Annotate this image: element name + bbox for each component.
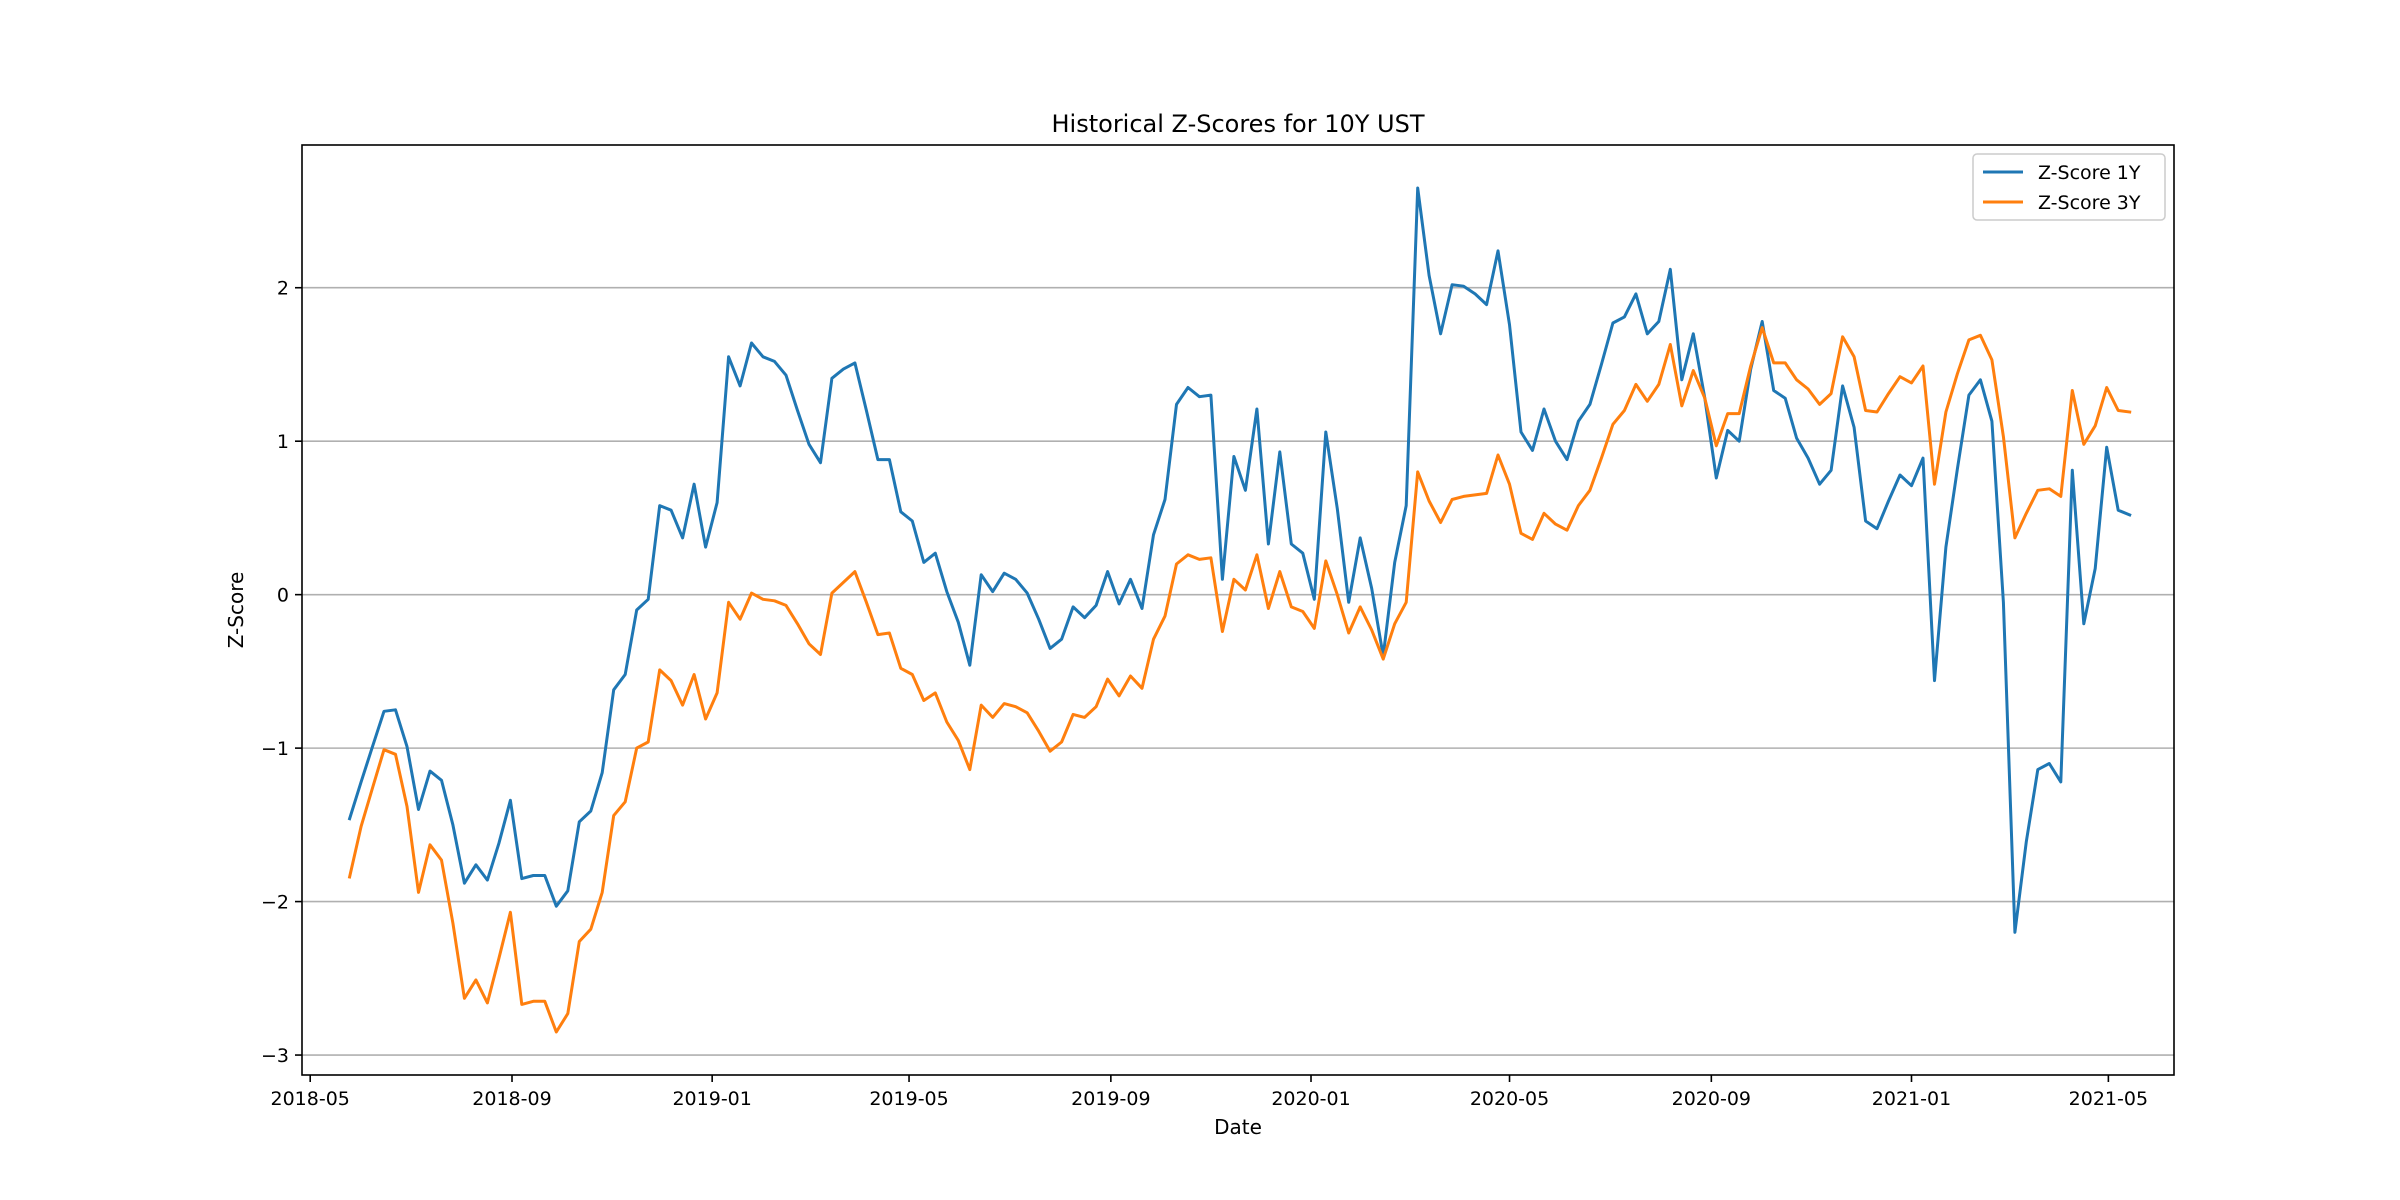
x-tick-label: 2018-09 (472, 1088, 551, 1110)
legend-label: Z-Score 1Y (2038, 162, 2141, 184)
y-tick-label: 0 (277, 585, 289, 607)
x-tick-label: 2021-05 (2069, 1088, 2148, 1110)
x-tick-label: 2019-09 (1071, 1088, 1150, 1110)
gridlines (302, 286, 2174, 1056)
y-tick-label: −2 (261, 892, 289, 914)
series-line-2 (347, 326, 2132, 1034)
y-tick-label: −1 (261, 738, 289, 760)
y-axis-ticks: 2 1 0 −1 −2 −3 (261, 278, 302, 1067)
plot-frame (301, 144, 2175, 1076)
x-axis-ticks: 2018-05 2018-09 2019-01 2019-05 2019-09 2020-… (271, 1075, 2148, 1110)
y-tick-label: 2 (277, 278, 289, 300)
x-tick-label: 2020-09 (1672, 1088, 1751, 1110)
x-axis-title: Date (1214, 1115, 1262, 1139)
y-tick-label: 1 (277, 431, 289, 453)
y-tick-label: −3 (261, 1045, 289, 1067)
x-tick-label: 2020-05 (1470, 1088, 1549, 1110)
x-tick-label: 2020-01 (1271, 1088, 1350, 1110)
legend: Z-Score 1Y Z-Score 3Y (1972, 153, 2166, 221)
x-tick-label: 2018-05 (271, 1088, 350, 1110)
series-line-1 (347, 186, 2132, 934)
x-tick-label: 2019-05 (869, 1088, 948, 1110)
chart-title: Historical Z-Scores for 10Y UST (1052, 110, 1425, 138)
x-tick-label: 2021-01 (1872, 1088, 1951, 1110)
x-tick-label: 2019-01 (672, 1088, 751, 1110)
series-lines (347, 186, 2132, 1034)
legend-label: Z-Score 3Y (2038, 192, 2141, 214)
y-axis-title: Z-Score (224, 572, 248, 649)
